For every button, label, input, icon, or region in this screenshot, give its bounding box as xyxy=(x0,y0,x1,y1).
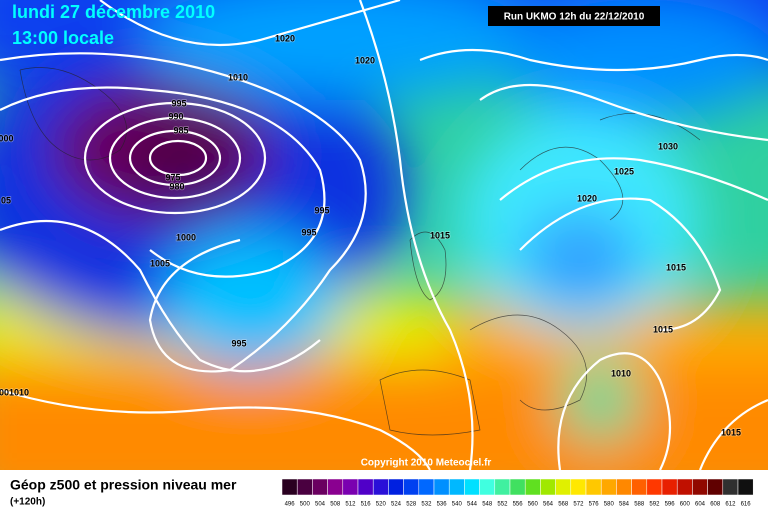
isobar-label: 995 xyxy=(231,338,246,348)
isobar-label: 1005 xyxy=(150,258,170,268)
scale-label: 528 xyxy=(406,502,417,508)
copyright: Copyright 2010 Meteociel.fr xyxy=(361,458,492,469)
date: lundi 27 décembre 2010 xyxy=(12,2,215,22)
color-swatch xyxy=(433,478,450,496)
isobar-label: 1020 xyxy=(275,33,295,43)
legend-title: Géop z500 et pression niveau mer xyxy=(10,477,237,493)
isobar-label: 1015 xyxy=(430,230,450,240)
isobar-label: 1015 xyxy=(666,262,686,272)
color-swatch xyxy=(676,478,693,496)
color-swatch xyxy=(509,478,526,496)
color-swatch xyxy=(737,478,754,496)
scale-label: 548 xyxy=(482,502,493,508)
scale-label: 592 xyxy=(649,502,660,508)
isobar-label: 1010 xyxy=(228,72,248,82)
scale-label: 576 xyxy=(589,502,600,508)
scale-label: 568 xyxy=(558,502,569,508)
color-scale: 496 500 504 508 512 516 520 524 528 532 536 540 544 5… xyxy=(281,478,754,508)
color-swatch xyxy=(479,478,496,496)
scale-label: 572 xyxy=(573,502,584,508)
isobar-label: 000 xyxy=(0,133,14,143)
color-swatch xyxy=(464,478,480,496)
color-swatch xyxy=(616,478,632,496)
color-swatch xyxy=(312,478,328,496)
scale-label: 496 xyxy=(285,502,296,508)
color-swatch xyxy=(448,478,465,496)
scale-label: 584 xyxy=(619,502,630,508)
color-swatch xyxy=(296,478,313,496)
isobar-label: 1020 xyxy=(577,193,597,203)
color-swatch xyxy=(388,478,404,496)
color-swatch xyxy=(646,478,663,496)
scale-label: 616 xyxy=(741,502,752,508)
scale-label: 516 xyxy=(361,502,372,508)
color-swatch xyxy=(585,478,602,496)
scale-label: 540 xyxy=(452,502,463,508)
color-swatch xyxy=(327,478,344,496)
scale-label: 512 xyxy=(345,502,356,508)
color-swatch xyxy=(661,478,678,496)
isobar-label: 975 xyxy=(165,172,180,182)
color-swatch xyxy=(692,478,708,496)
color-swatch xyxy=(357,478,374,496)
isobar-label: 1030 xyxy=(658,141,678,151)
color-swatch xyxy=(555,478,572,496)
legend-subtitle: (+120h) xyxy=(10,497,45,508)
color-swatch xyxy=(342,478,359,496)
isobar-label: 995 xyxy=(314,205,329,215)
run-box xyxy=(488,6,660,26)
scale-label: 552 xyxy=(497,502,508,508)
scale-label: 508 xyxy=(330,502,341,508)
isobar-label: 1010 xyxy=(611,368,631,378)
color-swatch xyxy=(403,478,420,496)
scale-label: 556 xyxy=(513,502,524,508)
scale-label: 524 xyxy=(391,502,402,508)
isobar-label: 995 xyxy=(301,227,316,237)
run-info: Run UKMO 12h du 22/12/2010 xyxy=(504,12,645,23)
color-swatch xyxy=(494,478,511,496)
isobars xyxy=(0,0,768,470)
time: 13:00 locale xyxy=(12,28,114,48)
scale-label: 588 xyxy=(634,502,645,508)
color-swatch xyxy=(722,478,739,496)
isobar-label: 980 xyxy=(169,181,184,191)
color-swatch xyxy=(418,478,435,496)
isobar-label: 995 xyxy=(171,98,186,108)
color-swatch xyxy=(281,478,298,496)
scale-label: 608 xyxy=(710,502,721,508)
scale-label: 564 xyxy=(543,502,554,508)
scale-label: 532 xyxy=(421,502,432,508)
color-swatch xyxy=(540,478,556,496)
isobar-label: 1015 xyxy=(653,324,673,334)
isobar-label: 1015 xyxy=(721,427,741,437)
isobar-label: 1025 xyxy=(614,166,634,176)
color-swatch xyxy=(524,478,541,496)
color-swatch xyxy=(600,478,617,496)
scale-label: 504 xyxy=(315,502,326,508)
scale-label: 600 xyxy=(680,502,691,508)
isobar-label: 990 xyxy=(168,111,183,121)
scale-label: 604 xyxy=(695,502,706,508)
color-swatch xyxy=(707,478,724,496)
scale-label: 560 xyxy=(528,502,539,508)
scale-label: 520 xyxy=(376,502,387,508)
scale-label: 580 xyxy=(604,502,615,508)
isobar-label: 001010 xyxy=(0,387,29,397)
isobar-label: 05 xyxy=(1,195,11,205)
color-swatch xyxy=(631,478,648,496)
isobar-label: 1000 xyxy=(176,232,196,242)
color-swatch xyxy=(570,478,587,496)
color-swatch xyxy=(372,478,389,496)
scale-label: 544 xyxy=(467,502,478,508)
scale-label: 596 xyxy=(665,502,676,508)
isobar-label: 1020 xyxy=(355,55,375,65)
isobar-label: 985 xyxy=(173,125,188,135)
scale-label: 536 xyxy=(437,502,448,508)
scale-label: 500 xyxy=(300,502,311,508)
scale-label: 612 xyxy=(725,502,736,508)
coastline xyxy=(19,67,701,436)
